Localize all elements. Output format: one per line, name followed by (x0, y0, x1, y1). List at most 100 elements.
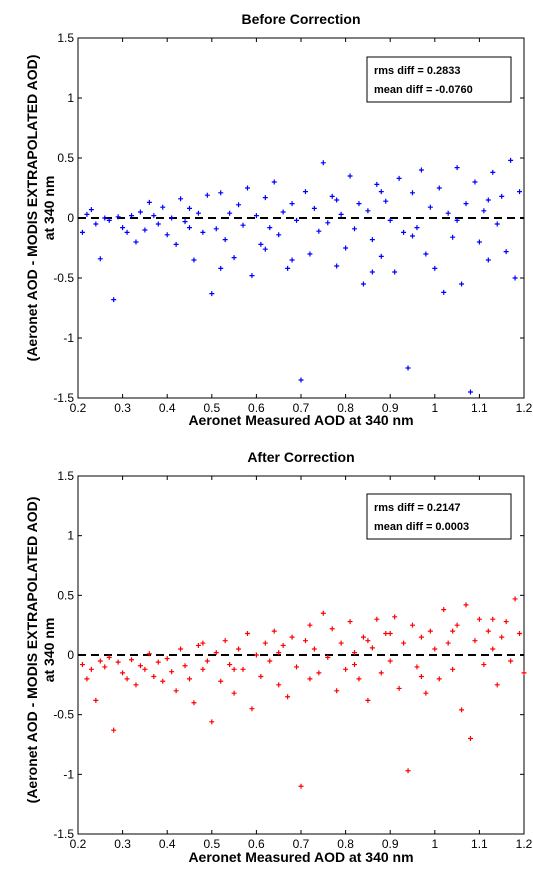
data-point (325, 220, 331, 226)
data-point (160, 204, 166, 210)
data-point (427, 204, 433, 210)
chart-title: Before Correction (241, 11, 360, 27)
data-point (133, 682, 139, 688)
y-tick-label: -1.5 (53, 391, 74, 405)
data-point (307, 251, 313, 257)
data-point (383, 198, 389, 204)
data-point (374, 181, 380, 187)
data-point (485, 257, 491, 263)
data-point (258, 673, 264, 679)
data-point (182, 219, 188, 225)
data-point (120, 225, 126, 231)
data-point (102, 664, 108, 670)
x-tick-label: 1 (431, 837, 438, 851)
y-tick-label: -0.5 (53, 708, 74, 722)
data-point (499, 634, 505, 640)
data-point (267, 658, 273, 664)
x-tick-label: 0.7 (293, 401, 310, 415)
data-point (276, 650, 282, 656)
data-point (356, 676, 362, 682)
data-point (302, 189, 308, 195)
data-point (360, 281, 366, 287)
data-point (79, 229, 85, 235)
data-point (124, 676, 130, 682)
data-point (334, 197, 340, 203)
data-point (343, 245, 349, 251)
data-point (405, 768, 411, 774)
data-point (485, 628, 491, 634)
data-point (338, 211, 344, 217)
data-point (494, 682, 500, 688)
data-point (387, 658, 393, 664)
data-point (124, 229, 130, 235)
data-point (213, 650, 219, 656)
x-tick-label: 1.2 (516, 837, 533, 851)
data-point (347, 619, 353, 625)
data-point (378, 189, 384, 195)
data-point (178, 196, 184, 202)
data-point (142, 227, 148, 233)
data-point (472, 179, 478, 185)
data-point (204, 192, 210, 198)
data-point (454, 217, 460, 223)
x-tick-label: 0.3 (114, 837, 131, 851)
y-tick-label: 0.5 (57, 151, 74, 165)
data-point (271, 628, 277, 634)
data-point (436, 185, 442, 191)
data-point (369, 237, 375, 243)
data-point (195, 210, 201, 216)
data-point (508, 658, 514, 664)
data-point (369, 269, 375, 275)
data-point (316, 228, 322, 234)
data-point (329, 626, 335, 632)
data-point (405, 365, 411, 371)
data-point (320, 610, 326, 616)
data-point (102, 215, 108, 221)
data-point (467, 736, 473, 742)
data-point (512, 275, 518, 281)
data-point (517, 189, 523, 195)
data-point (253, 652, 259, 658)
data-point (129, 657, 135, 663)
data-point (267, 225, 273, 231)
data-point (240, 222, 246, 228)
data-point (155, 659, 161, 665)
data-point (298, 377, 304, 383)
x-axis-label: Aeronet Measured AOD at 340 nm (188, 412, 413, 428)
y-tick-label: 0.5 (57, 588, 74, 602)
data-point (499, 193, 505, 199)
data-point (365, 208, 371, 214)
data-point (512, 596, 518, 602)
data-point (129, 213, 135, 219)
y-tick-label: 1.5 (57, 469, 74, 483)
data-point (164, 232, 170, 238)
data-point (106, 217, 112, 223)
data-point (334, 688, 340, 694)
data-point (347, 173, 353, 179)
data-point (410, 622, 415, 628)
data-point (374, 616, 380, 622)
data-point (463, 201, 469, 207)
data-point (343, 666, 349, 672)
y-axis-label-line-2: at 340 nm (41, 618, 57, 683)
data-point (490, 646, 496, 652)
data-point (387, 217, 393, 223)
data-point (115, 214, 121, 220)
data-point (209, 719, 215, 725)
data-point (432, 646, 438, 652)
data-point (302, 638, 308, 644)
data-point (329, 193, 335, 199)
data-point (387, 631, 393, 637)
data-point (320, 160, 326, 166)
y-axis-label-line-1: (Aeronet AOD - MODIS EXTRAPOLATED AOD) (24, 55, 40, 362)
data-point (401, 229, 407, 235)
data-point (97, 256, 103, 262)
data-point (396, 685, 402, 691)
data-point (133, 239, 139, 245)
data-point (137, 663, 143, 669)
data-point (93, 697, 99, 703)
x-tick-label: 0.2 (70, 401, 87, 415)
data-point (142, 666, 148, 672)
data-point (169, 215, 175, 221)
